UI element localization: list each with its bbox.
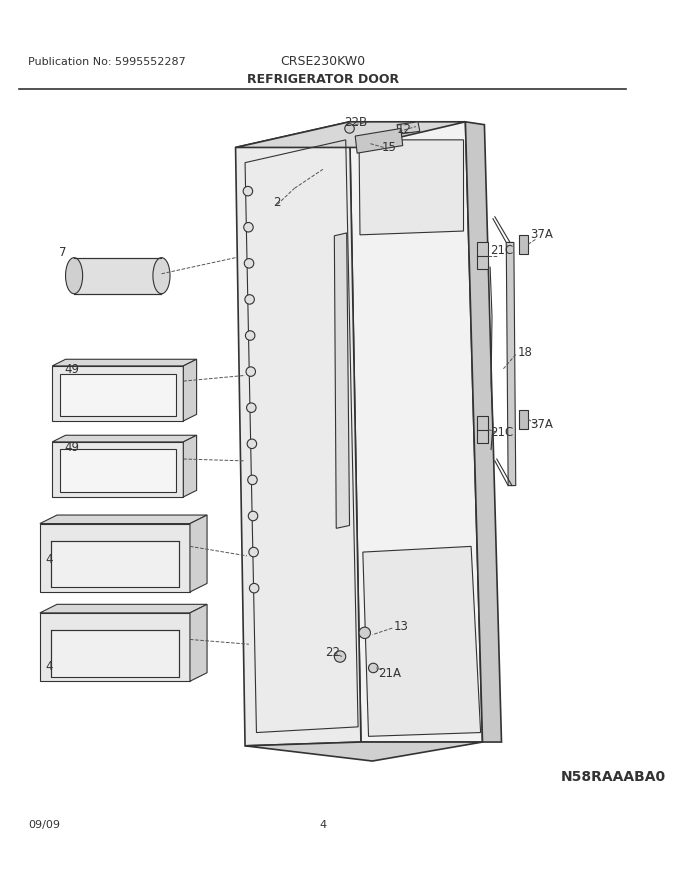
- Text: 4: 4: [320, 819, 326, 830]
- Polygon shape: [359, 140, 464, 235]
- Polygon shape: [40, 515, 207, 524]
- Circle shape: [245, 295, 254, 304]
- Polygon shape: [52, 366, 184, 421]
- Text: 37A: 37A: [530, 228, 553, 241]
- Circle shape: [243, 223, 253, 232]
- Polygon shape: [184, 359, 197, 421]
- Text: REFRIGERATOR DOOR: REFRIGERATOR DOOR: [247, 72, 399, 85]
- Text: Publication No: 5995552287: Publication No: 5995552287: [29, 57, 186, 67]
- Text: 18: 18: [517, 346, 532, 359]
- Text: 49: 49: [65, 441, 80, 454]
- Circle shape: [249, 547, 258, 557]
- Polygon shape: [60, 450, 175, 492]
- Text: 37A: 37A: [530, 418, 553, 431]
- Ellipse shape: [153, 258, 170, 294]
- Polygon shape: [51, 630, 179, 677]
- Circle shape: [247, 439, 256, 449]
- Text: 13: 13: [393, 620, 408, 633]
- Polygon shape: [335, 233, 350, 528]
- Polygon shape: [519, 409, 528, 429]
- Polygon shape: [40, 605, 207, 612]
- Text: 21C: 21C: [490, 244, 513, 257]
- Ellipse shape: [65, 258, 83, 294]
- Polygon shape: [506, 242, 515, 486]
- Text: 4: 4: [46, 659, 53, 672]
- Polygon shape: [184, 436, 197, 497]
- Circle shape: [250, 583, 259, 593]
- Circle shape: [245, 331, 255, 341]
- Text: N58RAAABA0: N58RAAABA0: [560, 770, 666, 784]
- Text: 21C: 21C: [490, 426, 513, 439]
- Polygon shape: [350, 121, 483, 742]
- Circle shape: [247, 403, 256, 413]
- Polygon shape: [40, 612, 190, 681]
- Polygon shape: [235, 121, 465, 148]
- Polygon shape: [465, 121, 502, 742]
- Circle shape: [244, 259, 254, 268]
- Polygon shape: [52, 436, 197, 442]
- Polygon shape: [397, 121, 420, 134]
- Text: 15: 15: [382, 141, 396, 154]
- Text: 22: 22: [325, 646, 340, 659]
- Polygon shape: [51, 540, 179, 587]
- Polygon shape: [40, 524, 190, 592]
- Circle shape: [369, 664, 378, 672]
- Circle shape: [345, 124, 354, 133]
- Circle shape: [243, 187, 253, 196]
- Polygon shape: [355, 128, 403, 153]
- Bar: [74, 258, 161, 294]
- Polygon shape: [363, 546, 481, 737]
- Polygon shape: [477, 242, 488, 269]
- Circle shape: [248, 475, 257, 485]
- Polygon shape: [245, 742, 483, 761]
- Circle shape: [335, 651, 345, 663]
- Polygon shape: [519, 235, 528, 253]
- Text: 22B: 22B: [344, 116, 367, 129]
- Text: 21A: 21A: [378, 667, 401, 680]
- Polygon shape: [190, 515, 207, 592]
- Text: 2: 2: [273, 196, 281, 209]
- Text: 12: 12: [397, 123, 412, 136]
- Polygon shape: [60, 373, 175, 416]
- Text: 09/09: 09/09: [29, 819, 61, 830]
- Polygon shape: [52, 359, 197, 366]
- Circle shape: [248, 511, 258, 521]
- Polygon shape: [477, 416, 488, 443]
- Circle shape: [359, 627, 371, 639]
- Text: 7: 7: [59, 246, 67, 260]
- Polygon shape: [190, 605, 207, 681]
- Text: 49: 49: [65, 363, 80, 377]
- Polygon shape: [235, 121, 361, 746]
- Text: CRSE230KW0: CRSE230KW0: [280, 55, 366, 69]
- Text: 4: 4: [46, 554, 53, 566]
- Polygon shape: [52, 442, 184, 497]
- Circle shape: [246, 367, 256, 377]
